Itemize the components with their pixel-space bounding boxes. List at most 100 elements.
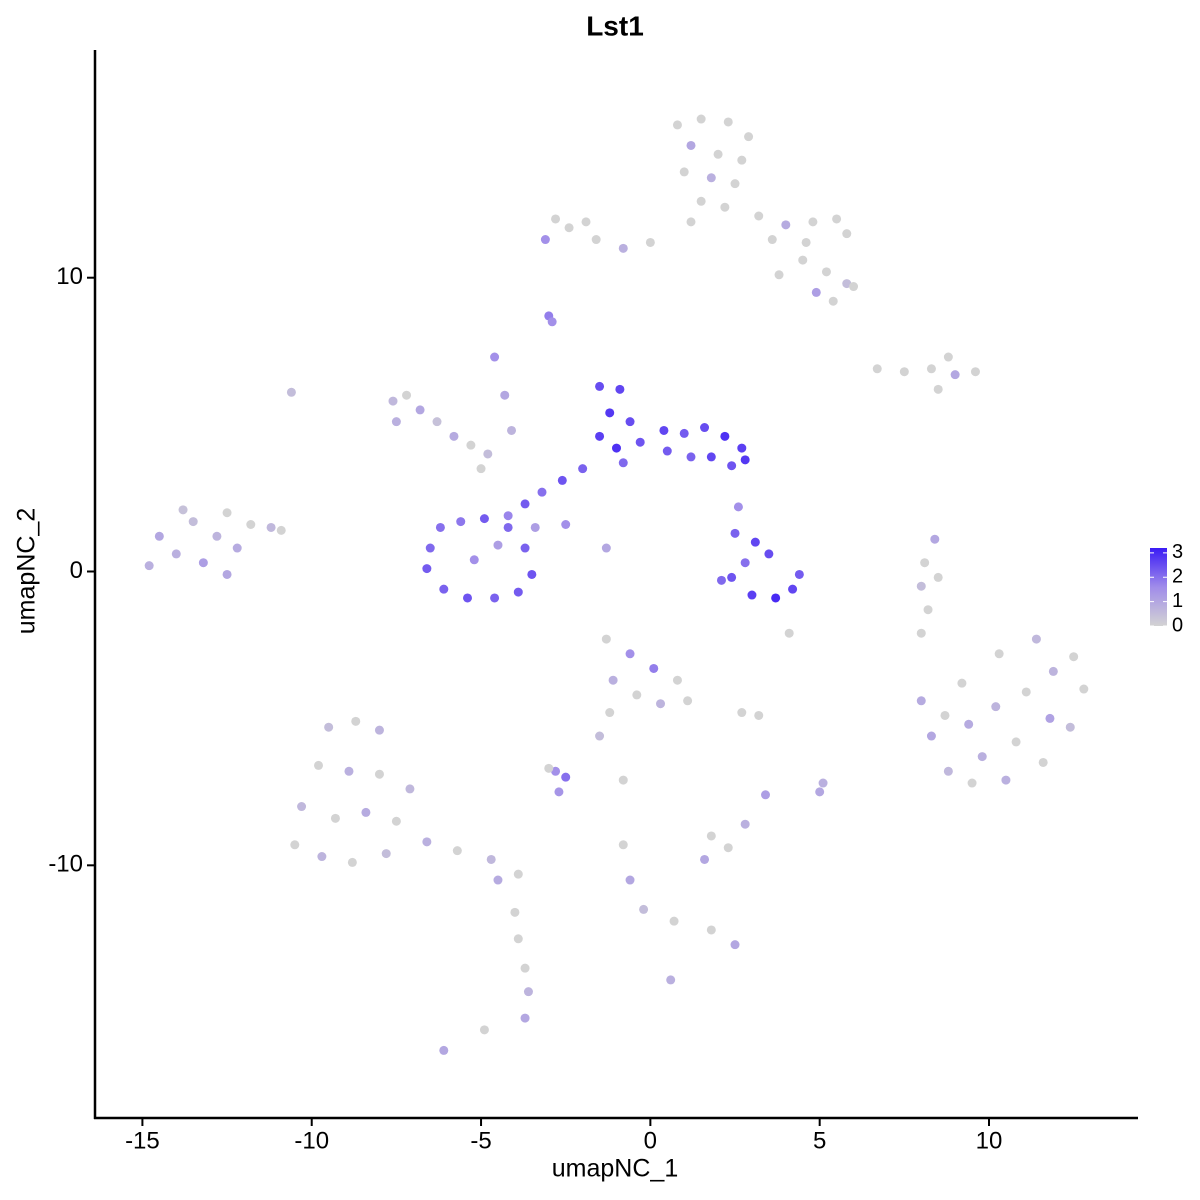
point: [561, 772, 571, 782]
point: [801, 237, 811, 247]
point: [625, 417, 635, 427]
point: [222, 569, 232, 579]
point: [351, 716, 361, 726]
point: [672, 675, 682, 685]
point: [415, 405, 425, 415]
point: [500, 390, 510, 400]
y-tick-label: 0: [70, 557, 83, 584]
point: [476, 464, 486, 474]
x-tick-label: -5: [470, 1127, 491, 1154]
y-tick-label: -10: [48, 851, 83, 878]
point: [513, 587, 523, 597]
point: [466, 440, 476, 450]
point: [381, 849, 391, 859]
point: [713, 149, 723, 159]
point: [1069, 652, 1079, 662]
point: [730, 940, 740, 950]
point: [994, 649, 1004, 659]
point: [916, 581, 926, 591]
point: [727, 461, 737, 471]
point: [733, 502, 743, 512]
point: [659, 425, 669, 435]
point: [706, 452, 716, 462]
point: [618, 775, 628, 785]
point: [1021, 687, 1031, 697]
point: [872, 364, 882, 374]
point: [632, 690, 642, 700]
point: [926, 364, 936, 374]
point: [842, 229, 852, 239]
point: [1048, 666, 1058, 676]
point: [818, 778, 828, 788]
point: [933, 572, 943, 582]
point: [405, 784, 415, 794]
point: [940, 710, 950, 720]
point: [595, 381, 605, 391]
point: [926, 731, 936, 741]
point: [740, 455, 750, 465]
point: [700, 854, 710, 864]
point: [744, 132, 754, 142]
point: [290, 840, 300, 850]
point: [1038, 757, 1048, 767]
point: [212, 531, 222, 541]
point: [435, 522, 445, 532]
point: [706, 925, 716, 935]
point: [679, 167, 689, 177]
point: [696, 196, 706, 206]
point: [750, 537, 760, 547]
point: [767, 235, 777, 245]
point: [551, 214, 561, 224]
point: [683, 696, 693, 706]
point: [991, 702, 1001, 712]
point: [635, 437, 645, 447]
point: [564, 223, 574, 233]
point: [618, 840, 628, 850]
point: [842, 279, 852, 289]
point: [899, 367, 909, 377]
point: [513, 934, 523, 944]
point: [314, 760, 323, 770]
point: [1001, 775, 1011, 785]
point: [595, 731, 605, 741]
point: [754, 710, 764, 720]
point: [523, 987, 533, 997]
point: [581, 217, 591, 227]
x-tick-label: -15: [125, 1127, 160, 1154]
point: [188, 517, 198, 527]
point: [920, 558, 930, 568]
point: [730, 528, 740, 538]
point: [347, 857, 357, 867]
point: [639, 904, 649, 914]
point: [324, 722, 334, 732]
point: [916, 628, 926, 638]
point: [923, 605, 933, 615]
point: [402, 390, 412, 400]
point: [388, 396, 398, 406]
point: [970, 367, 980, 377]
point: [784, 628, 794, 638]
point: [540, 235, 550, 245]
point: [774, 270, 784, 280]
colorbar-label: 1: [1172, 590, 1183, 612]
point: [815, 787, 825, 797]
point: [510, 907, 520, 917]
point: [530, 522, 540, 532]
point: [930, 534, 940, 544]
x-axis-title: umapNC_1: [552, 1155, 678, 1183]
point: [1065, 722, 1075, 732]
point: [727, 572, 737, 582]
point: [551, 766, 561, 776]
point: [520, 963, 530, 973]
point: [439, 584, 449, 594]
point: [771, 593, 781, 603]
point: [463, 593, 472, 603]
point: [507, 425, 517, 435]
point: [656, 699, 666, 709]
point: [764, 549, 774, 559]
point: [618, 243, 628, 253]
point: [798, 255, 808, 265]
point: [330, 813, 340, 823]
point: [808, 217, 818, 227]
